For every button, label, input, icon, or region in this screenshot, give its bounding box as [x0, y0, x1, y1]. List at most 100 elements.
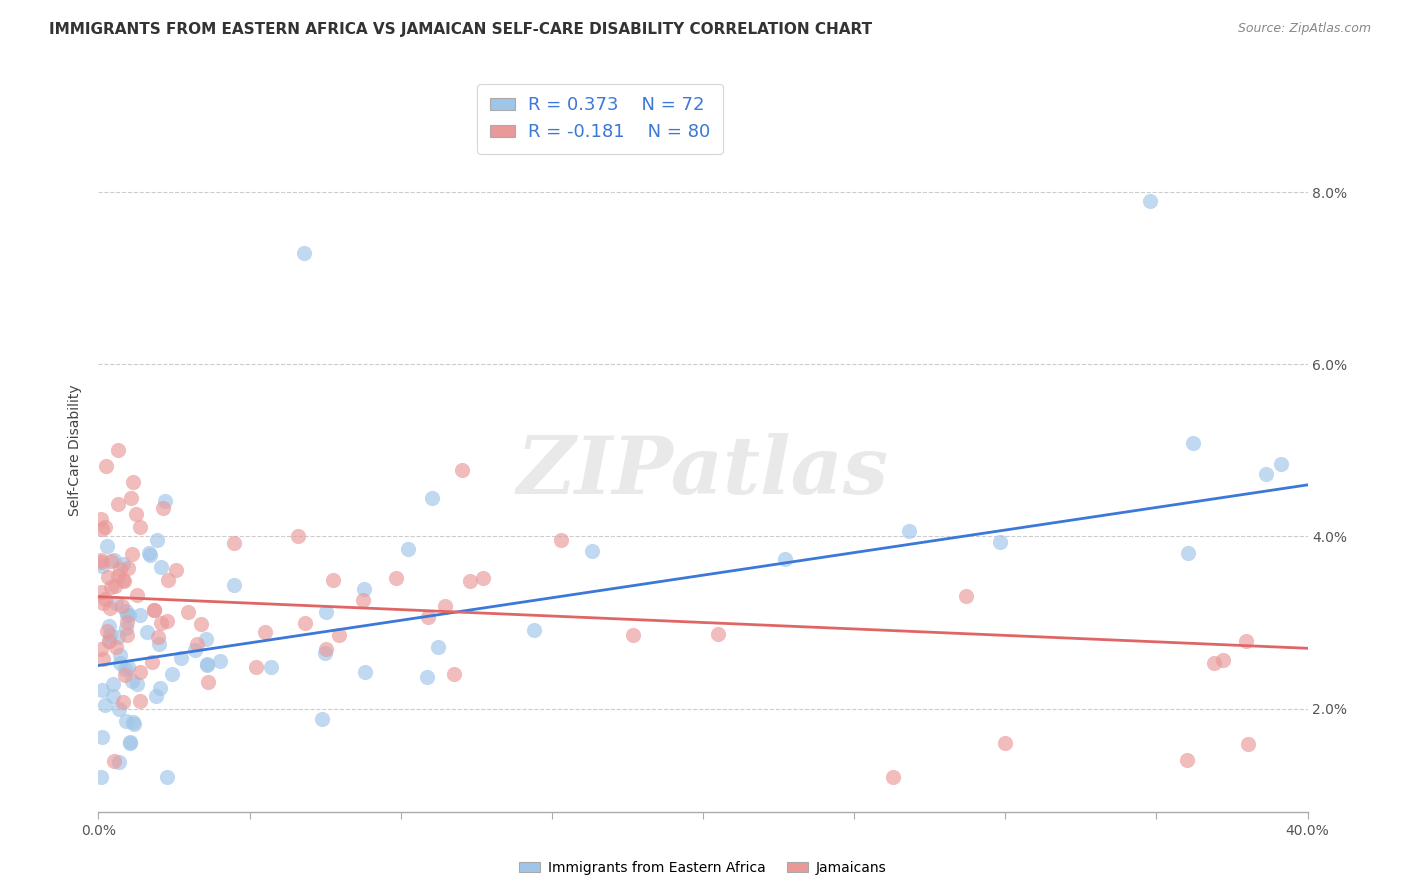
Point — [157, 573, 180, 587]
Point — [112, 574, 135, 588]
Point — [120, 491, 142, 505]
Point — [1177, 546, 1199, 560]
Point — [260, 660, 283, 674]
Point — [96, 539, 118, 553]
Point — [115, 621, 138, 635]
Point — [108, 648, 131, 662]
Point — [107, 569, 129, 583]
Point — [621, 628, 644, 642]
Point — [988, 535, 1011, 549]
Point — [103, 754, 125, 768]
Point — [136, 624, 159, 639]
Point — [138, 546, 160, 560]
Point — [433, 599, 456, 614]
Point — [101, 677, 124, 691]
Point — [94, 592, 117, 607]
Point — [108, 561, 131, 575]
Point — [122, 475, 145, 489]
Point — [550, 533, 572, 547]
Point — [328, 628, 350, 642]
Point — [98, 628, 121, 642]
Point — [385, 571, 408, 585]
Point — [1175, 753, 1198, 767]
Point — [125, 508, 148, 522]
Point — [115, 608, 138, 623]
Point — [955, 589, 977, 603]
Point — [129, 665, 152, 679]
Point — [118, 736, 141, 750]
Point — [111, 599, 134, 613]
Point — [124, 717, 146, 731]
Point — [162, 667, 184, 681]
Point — [315, 606, 337, 620]
Point — [443, 667, 465, 681]
Point — [897, 524, 920, 538]
Point — [101, 689, 124, 703]
Point — [100, 554, 122, 568]
Point — [150, 560, 173, 574]
Point — [96, 624, 118, 638]
Point — [129, 607, 152, 622]
Point — [90, 584, 112, 599]
Point — [208, 655, 231, 669]
Point — [292, 245, 315, 260]
Point — [451, 463, 474, 477]
Point — [190, 617, 212, 632]
Point — [98, 634, 121, 648]
Point — [93, 519, 115, 533]
Point — [114, 668, 136, 682]
Text: ZIPatlas: ZIPatlas — [517, 434, 889, 511]
Point — [98, 634, 121, 648]
Point — [104, 640, 127, 655]
Point — [90, 559, 112, 574]
Point — [139, 548, 162, 562]
Point — [91, 652, 114, 666]
Point — [186, 637, 208, 651]
Point — [128, 520, 150, 534]
Point — [90, 731, 112, 745]
Point — [165, 563, 187, 577]
Point — [352, 593, 374, 607]
Point — [96, 458, 118, 473]
Point — [107, 630, 129, 644]
Point — [170, 650, 193, 665]
Point — [103, 553, 125, 567]
Y-axis label: Self-Care Disability: Self-Care Disability — [69, 384, 83, 516]
Point — [314, 646, 336, 660]
Text: IMMIGRANTS FROM EASTERN AFRICA VS JAMAICAN SELF-CARE DISABILITY CORRELATION CHAR: IMMIGRANTS FROM EASTERN AFRICA VS JAMAIC… — [49, 22, 872, 37]
Point — [141, 655, 163, 669]
Legend: R = 0.373    N = 72, R = -0.181    N = 80: R = 0.373 N = 72, R = -0.181 N = 80 — [478, 84, 723, 154]
Point — [115, 628, 138, 642]
Point — [125, 676, 148, 690]
Point — [1254, 467, 1277, 482]
Point — [90, 511, 112, 525]
Point — [353, 582, 375, 596]
Point — [100, 580, 122, 594]
Point — [426, 640, 449, 654]
Point — [523, 624, 546, 638]
Point — [98, 601, 121, 615]
Point — [129, 694, 152, 708]
Point — [107, 443, 129, 458]
Point — [1139, 194, 1161, 208]
Point — [111, 695, 134, 709]
Point — [416, 610, 439, 624]
Point — [108, 657, 131, 671]
Point — [152, 501, 174, 516]
Legend: Immigrants from Eastern Africa, Jamaicans: Immigrants from Eastern Africa, Jamaican… — [513, 855, 893, 880]
Point — [224, 577, 246, 591]
Point — [115, 615, 138, 630]
Point — [148, 637, 170, 651]
Point — [156, 770, 179, 784]
Point — [707, 627, 730, 641]
Point — [150, 615, 173, 630]
Point — [156, 614, 179, 628]
Point — [315, 641, 337, 656]
Point — [581, 544, 603, 558]
Point — [197, 657, 219, 672]
Point — [194, 632, 217, 647]
Point — [882, 770, 904, 784]
Point — [118, 607, 141, 622]
Point — [90, 553, 112, 567]
Point — [108, 755, 131, 769]
